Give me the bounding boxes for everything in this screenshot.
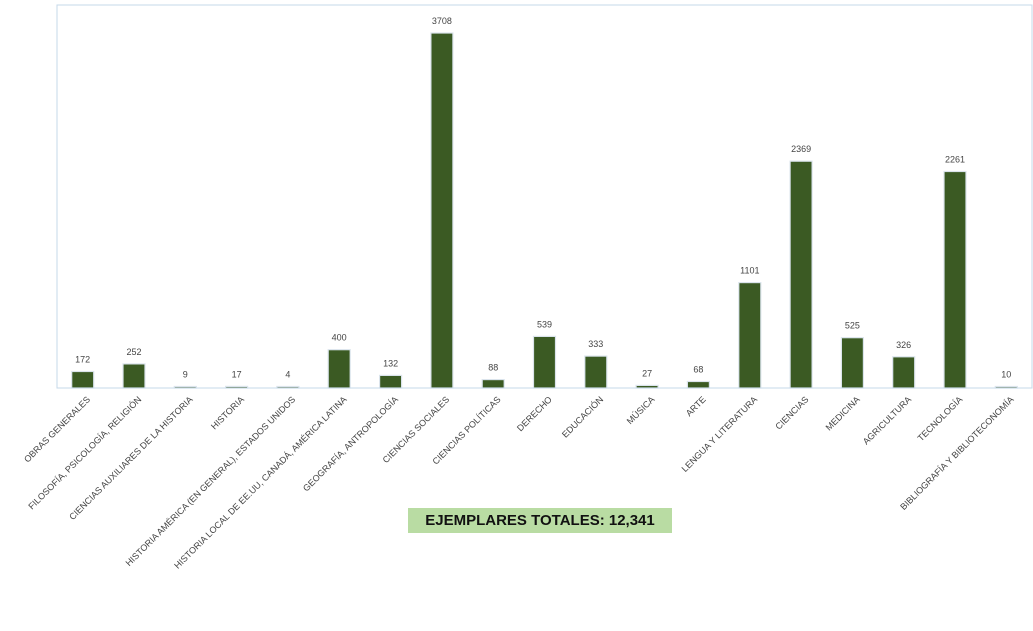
bars-group [71, 32, 1018, 389]
bar-13 [686, 380, 711, 389]
x-tick-label-11: EDUCACIÓN [560, 394, 605, 439]
x-tick-label-6: HISTORIA LOCAL DE EE.UU, CANADÁ, AMÉRICA… [172, 394, 348, 570]
data-label-3: 9 [183, 370, 188, 380]
x-tick-label-2: FILOSOFÍA, PSICOLOGÍA, RELIGIÓN [26, 394, 143, 511]
data-labels-group: 172 252 9 17 4 400 132 3708 88 539 333 27 68 1101 2369… [75, 16, 1011, 380]
bar-2 [122, 363, 146, 389]
bar-6 [327, 349, 351, 389]
data-label-9: 88 [488, 363, 498, 373]
plot-area-frame [56, 4, 1033, 389]
x-tick-label-12: MÚSICA [625, 394, 657, 426]
data-label-13: 68 [693, 365, 703, 375]
bar-7 [379, 374, 403, 389]
x-tick-label-7: GEOGRAFÍA, ANTROPOLOGÍA [301, 394, 400, 493]
data-label-2: 252 [126, 347, 141, 357]
x-tick-label-13: ARTE [684, 394, 708, 418]
bar-1 [71, 370, 95, 389]
bar-17 [892, 356, 916, 389]
x-tick-label-19: BIBLIOGRAFÍA Y BIBLIOTECONOMÍA [898, 394, 1016, 512]
data-label-8: 3708 [432, 16, 452, 26]
data-label-16: 525 [845, 321, 860, 331]
data-label-12: 27 [642, 368, 652, 378]
bar-18 [943, 170, 967, 389]
data-label-15: 2369 [791, 144, 811, 154]
data-label-17: 326 [896, 340, 911, 350]
bar-11 [584, 355, 608, 389]
data-label-1: 172 [75, 355, 90, 365]
bar-9 [481, 379, 505, 389]
bar-14 [738, 282, 762, 389]
x-tick-label-16: MEDICINA [824, 394, 862, 432]
x-tick-label-15: CIENCIAS [773, 394, 810, 431]
total-copies-annotation: EJEMPLARES TOTALES: 12,341 [408, 508, 672, 533]
data-label-11: 333 [588, 339, 603, 349]
data-label-6: 400 [332, 333, 347, 343]
bar-15 [789, 160, 813, 389]
x-tick-label-5: HISTORIA AMÉRICA (EN GENERAL), ESTADOS U… [124, 394, 298, 568]
data-label-7: 132 [383, 358, 398, 368]
data-label-10: 539 [537, 319, 552, 329]
data-label-14: 1101 [740, 266, 759, 276]
x-tick-label-4: HISTORIA [209, 394, 246, 431]
x-tick-label-10: DERECHO [515, 394, 554, 433]
data-label-19: 10 [1001, 370, 1011, 380]
bar-8 [430, 32, 454, 389]
data-label-5: 4 [285, 370, 290, 380]
x-tick-label-17: AGRICULTURA [861, 394, 913, 446]
data-label-18: 2261 [945, 155, 965, 165]
x-tick-label-18: TECNOLOGÍA [916, 394, 965, 443]
data-label-4: 17 [232, 369, 242, 379]
bar-16 [840, 337, 865, 389]
bar-10 [532, 335, 557, 389]
